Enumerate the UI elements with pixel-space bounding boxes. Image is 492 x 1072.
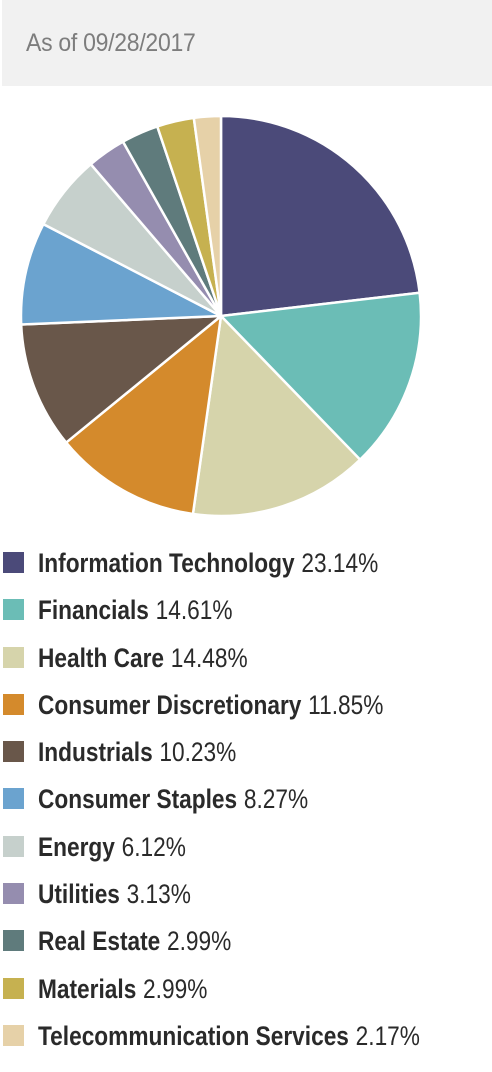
legend-text: Health Care 14.48% — [38, 643, 248, 673]
legend-swatch — [3, 977, 24, 999]
legend-swatch — [3, 741, 24, 763]
pie-slice-industrials — [19, 314, 223, 444]
legend-swatch — [3, 646, 24, 668]
legend-swatch — [3, 883, 24, 905]
legend-label: Energy — [38, 831, 115, 862]
legend-text: Consumer Staples 8.27% — [38, 784, 308, 814]
legend-swatch — [3, 693, 24, 715]
legend-item-materials: Materials 2.99% — [0, 968, 492, 1015]
legend-swatch — [3, 599, 24, 621]
legend-item-industrials: Industrials 10.23% — [0, 731, 492, 778]
legend-value: 8.27% — [243, 784, 309, 815]
legend-item-real-estate: Real Estate 2.99% — [0, 920, 492, 967]
legend-item-information-technology: Information Technology 23.14% — [0, 542, 492, 589]
legend-text: Financials 14.61% — [38, 595, 233, 625]
pie-slice-information-technology — [219, 114, 421, 318]
legend-label: Industrials — [38, 737, 153, 768]
legend-label: Utilities — [38, 879, 120, 910]
legend-text: Utilities 3.13% — [38, 879, 191, 909]
legend-label: Materials — [38, 973, 137, 1004]
legend-item-consumer-staples: Consumer Staples 8.27% — [0, 778, 492, 825]
legend-value: 11.85% — [308, 689, 384, 720]
legend-swatch — [3, 552, 24, 573]
legend-label: Real Estate — [38, 926, 161, 957]
legend-value: 2.17% — [355, 1020, 420, 1051]
legend-label: Health Care — [38, 642, 165, 673]
legend-label: Consumer Discretionary — [38, 689, 302, 720]
date-header: As of 09/28/2017 — [2, 0, 492, 86]
legend-item-utilities: Utilities 3.13% — [0, 873, 492, 920]
legend-swatch — [3, 1024, 24, 1046]
legend-value: 6.12% — [121, 831, 186, 862]
legend-item-consumer-discretionary: Consumer Discretionary 11.85% — [0, 684, 492, 731]
legend-swatch — [3, 930, 24, 952]
as-of-date-label: As of 09/28/2017 — [26, 29, 196, 57]
legend-item-health-care: Health Care 14.48% — [0, 637, 492, 684]
pie-slice-consumer-staples — [19, 222, 223, 326]
legend-text: Telecommunication Services 2.17% — [38, 1021, 420, 1051]
pie-slice-financials — [219, 291, 423, 461]
legend-swatch — [3, 788, 24, 810]
legend-label: Consumer Staples — [38, 784, 238, 815]
legend-swatch — [3, 835, 24, 857]
legend-value: 10.23% — [159, 737, 237, 768]
pie-slice-health-care — [191, 314, 362, 518]
legend-item-telecommunication-services: Telecommunication Services 2.17% — [0, 1015, 492, 1062]
legend-value: 3.13% — [126, 879, 191, 910]
legend-text: Materials 2.99% — [38, 974, 207, 1004]
legend-text: Real Estate 2.99% — [38, 926, 231, 956]
pie-slice-telecommunication-services — [192, 114, 223, 318]
legend-value: 23.14% — [301, 548, 379, 578]
legend-value: 14.61% — [155, 595, 233, 626]
legend-value: 2.99% — [167, 926, 232, 957]
legend-text: Consumer Discretionary 11.85% — [38, 690, 383, 720]
legend-value: 2.99% — [143, 973, 208, 1004]
sector-pie-chart — [19, 114, 423, 518]
legend-value: 14.48% — [170, 642, 248, 673]
legend-text: Information Technology 23.14% — [38, 548, 378, 578]
legend-label: Financials — [38, 595, 149, 626]
legend-label: Telecommunication Services — [38, 1020, 349, 1051]
legend-label: Information Technology — [38, 548, 295, 578]
legend-text: Energy 6.12% — [38, 832, 186, 862]
chart-legend: Information Technology 23.14% Financials 14… — [0, 542, 492, 1062]
pie-slice-consumer-discretionary — [64, 314, 223, 516]
legend-item-financials: Financials 14.61% — [0, 589, 492, 636]
legend-item-energy: Energy 6.12% — [0, 826, 492, 873]
legend-text: Industrials 10.23% — [38, 737, 236, 767]
